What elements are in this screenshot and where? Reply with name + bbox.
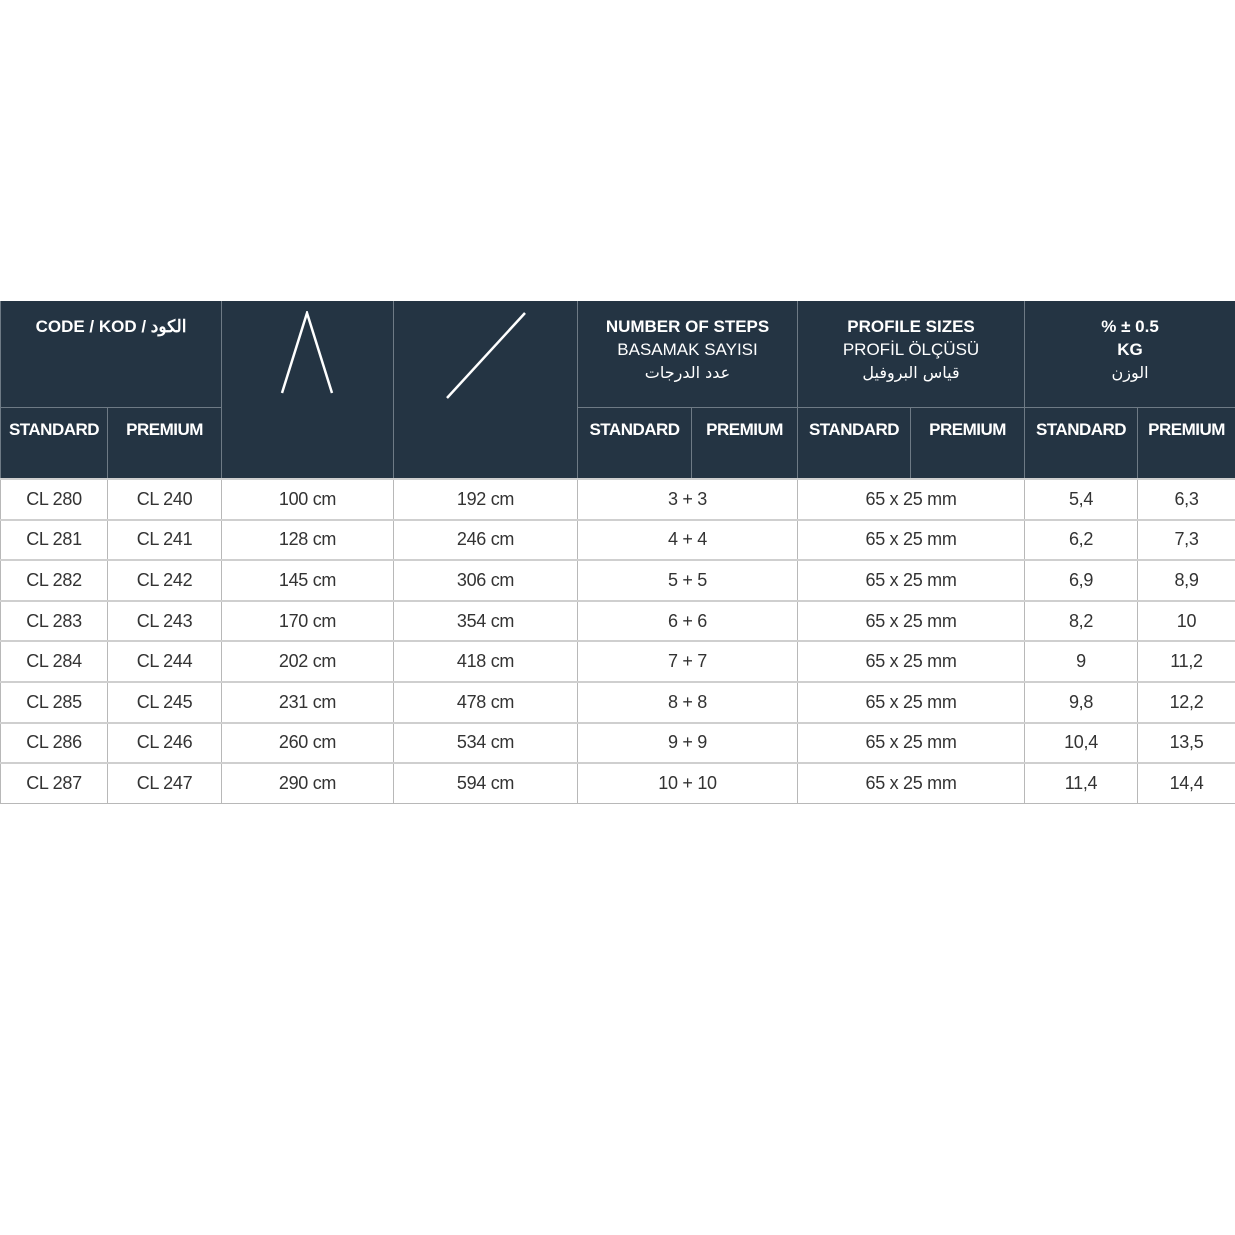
- weight-premium-cell: 13,5: [1137, 721, 1235, 764]
- weight-header: % ± 0.5 KG الوزن: [1024, 301, 1235, 408]
- table-row: CL 283 CL 243 170 cm 354 cm 6 + 6 65 x 25 mm 8…: [0, 599, 1235, 642]
- open-height-cell: 145 cm: [221, 559, 395, 602]
- weight-standard-cell: 6,2: [1024, 518, 1139, 561]
- table-row: CL 287 CL 247 290 cm 594 cm 10 + 10 65 x 25 m…: [0, 762, 1235, 804]
- weight-standard-cell: 9,8: [1024, 680, 1139, 724]
- extended-length-cell: 246 cm: [393, 518, 579, 561]
- steps-header: NUMBER OF STEPS BASAMAK SAYISI عدد الدرج…: [577, 301, 799, 408]
- code-standard-cell: CL 285: [0, 680, 108, 724]
- code-standard-cell: CL 286: [0, 721, 108, 764]
- weight-premium-header: PREMIUM: [1137, 407, 1235, 480]
- open-height-header: [221, 301, 395, 480]
- table-row: CL 284 CL 244 202 cm 418 cm 7 + 7 65 x 25 mm 9…: [0, 640, 1235, 683]
- profile-size-cell: 65 x 25 mm: [797, 721, 1026, 764]
- steps-premium-header: PREMIUM: [691, 407, 799, 480]
- profile-header: PROFILE SIZES PROFİL ÖLÇÜSÜ قياس البروفي…: [797, 301, 1026, 408]
- weight-standard-cell: 10,4: [1024, 721, 1139, 764]
- code-standard-cell: CL 280: [0, 478, 108, 521]
- steps-cell: 8 + 8: [577, 680, 799, 724]
- weight-premium-cell: 14,4: [1137, 762, 1235, 804]
- code-premium-header: PREMIUM: [106, 407, 223, 480]
- steps-cell: 9 + 9: [577, 721, 799, 764]
- profile-size-cell: 65 x 25 mm: [797, 762, 1026, 804]
- table-row: CL 280 CL 240 100 cm 192 cm 3 + 3 65 x 25 mm 5…: [0, 478, 1235, 521]
- weight-premium-cell: 12,2: [1137, 680, 1235, 724]
- steps-cell: 5 + 5: [577, 559, 799, 602]
- extended-length-cell: 594 cm: [393, 762, 579, 804]
- profile-size-cell: 65 x 25 mm: [797, 599, 1026, 642]
- code-header: CODE / KOD / الكود: [0, 301, 223, 408]
- weight-standard-cell: 9: [1024, 640, 1139, 683]
- straight-ladder-icon: [445, 312, 526, 399]
- code-premium-cell: CL 242: [106, 559, 223, 602]
- open-height-cell: 100 cm: [221, 478, 395, 521]
- profile-size-cell: 65 x 25 mm: [797, 559, 1026, 602]
- weight-standard-cell: 6,9: [1024, 559, 1139, 602]
- code-standard-cell: CL 281: [0, 518, 108, 561]
- steps-cell: 3 + 3: [577, 478, 799, 521]
- profile-size-cell: 65 x 25 mm: [797, 478, 1026, 521]
- code-standard-cell: CL 283: [0, 599, 108, 642]
- open-height-cell: 231 cm: [221, 680, 395, 724]
- weight-premium-cell: 11,2: [1137, 640, 1235, 683]
- profile-size-cell: 65 x 25 mm: [797, 680, 1026, 724]
- extended-length-cell: 418 cm: [393, 640, 579, 683]
- table-row: CL 285 CL 245 231 cm 478 cm 8 + 8 65 x 25 mm 9…: [0, 680, 1235, 724]
- table-row: CL 282 CL 242 145 cm 306 cm 5 + 5 65 x 25 mm 6…: [0, 559, 1235, 602]
- table-row: CL 281 CL 241 128 cm 246 cm 4 + 4 65 x 25 mm 6…: [0, 518, 1235, 561]
- code-standard-header: STANDARD: [0, 407, 108, 480]
- open-height-cell: 170 cm: [221, 599, 395, 642]
- code-premium-cell: CL 247: [106, 762, 223, 804]
- code-premium-cell: CL 244: [106, 640, 223, 683]
- open-height-cell: 290 cm: [221, 762, 395, 804]
- extended-length-cell: 534 cm: [393, 721, 579, 764]
- weight-premium-cell: 6,3: [1137, 478, 1235, 521]
- extended-length-cell: 354 cm: [393, 599, 579, 642]
- open-height-cell: 128 cm: [221, 518, 395, 561]
- spec-table: CODE / KOD / الكود NUMBER OF STEPS BASAM…: [0, 301, 1235, 804]
- open-height-cell: 202 cm: [221, 640, 395, 683]
- code-premium-cell: CL 240: [106, 478, 223, 521]
- profile-premium-header: PREMIUM: [910, 407, 1026, 480]
- profile-standard-header: STANDARD: [797, 407, 912, 480]
- open-height-cell: 260 cm: [221, 721, 395, 764]
- table-row: CL 286 CL 246 260 cm 534 cm 9 + 9 65 x 25 mm 1…: [0, 721, 1235, 764]
- steps-cell: 6 + 6: [577, 599, 799, 642]
- steps-standard-header: STANDARD: [577, 407, 693, 480]
- a-frame-ladder-icon: [280, 311, 333, 394]
- profile-size-cell: 65 x 25 mm: [797, 640, 1026, 683]
- weight-premium-cell: 10: [1137, 599, 1235, 642]
- extended-length-cell: 192 cm: [393, 478, 579, 521]
- extended-length-header: [393, 301, 579, 480]
- code-standard-cell: CL 282: [0, 559, 108, 602]
- weight-standard-header: STANDARD: [1024, 407, 1139, 480]
- weight-premium-cell: 8,9: [1137, 559, 1235, 602]
- code-standard-cell: CL 284: [0, 640, 108, 683]
- weight-standard-cell: 8,2: [1024, 599, 1139, 642]
- code-premium-cell: CL 241: [106, 518, 223, 561]
- steps-cell: 7 + 7: [577, 640, 799, 683]
- weight-premium-cell: 7,3: [1137, 518, 1235, 561]
- code-premium-cell: CL 246: [106, 721, 223, 764]
- code-standard-cell: CL 287: [0, 762, 108, 804]
- weight-standard-cell: 11,4: [1024, 762, 1139, 804]
- profile-size-cell: 65 x 25 mm: [797, 518, 1026, 561]
- extended-length-cell: 478 cm: [393, 680, 579, 724]
- code-premium-cell: CL 243: [106, 599, 223, 642]
- steps-cell: 4 + 4: [577, 518, 799, 561]
- extended-length-cell: 306 cm: [393, 559, 579, 602]
- weight-standard-cell: 5,4: [1024, 478, 1139, 521]
- steps-cell: 10 + 10: [577, 762, 799, 804]
- code-premium-cell: CL 245: [106, 680, 223, 724]
